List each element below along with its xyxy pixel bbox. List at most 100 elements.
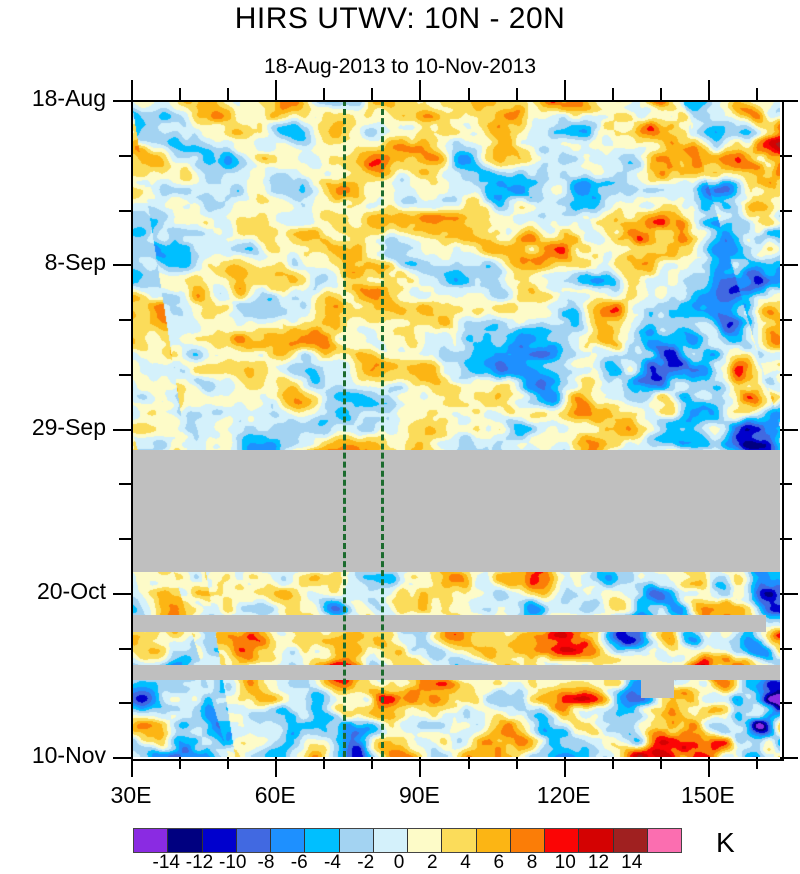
y-axis-tick-right	[780, 592, 798, 595]
y-axis-tick-right	[780, 647, 792, 650]
y-axis-tick	[119, 538, 131, 540]
missing-data-band	[131, 449, 780, 573]
x-axis-tick	[179, 757, 182, 769]
colorbar-segment	[270, 829, 305, 852]
y-axis-label: 10-Nov	[31, 742, 106, 768]
y-axis-tick	[113, 428, 131, 431]
y-axis-tick-right	[780, 538, 792, 540]
x-axis-tick-top	[467, 88, 470, 100]
colorbar-tick-label: -8	[257, 852, 275, 873]
colorbar-segment	[612, 829, 647, 852]
y-axis-label: 8-Sep	[44, 249, 106, 276]
colorbar-tick-label: 14	[621, 852, 643, 873]
y-axis-tick	[119, 373, 131, 376]
hovmoller-plot-area	[131, 100, 780, 757]
missing-data-band	[640, 680, 675, 698]
y-axis-label: 29-Sep	[31, 413, 106, 440]
page-title: HIRS UTWV: 10N - 20N	[234, 2, 566, 35]
reference-line	[342, 100, 346, 757]
colorbar-segment	[338, 829, 373, 852]
colorbar-tick-label: 4	[460, 852, 471, 873]
y-axis-tick-right	[780, 428, 798, 431]
colorbar-segment	[134, 829, 168, 852]
x-axis-tick	[371, 757, 374, 769]
contour-field	[131, 100, 780, 757]
y-axis-tick	[119, 647, 131, 650]
y-axis-tick	[113, 592, 131, 595]
x-axis-tick	[323, 757, 326, 769]
x-axis-tick-top	[707, 80, 710, 100]
y-axis-tick	[119, 319, 131, 321]
colorbar-segment	[372, 829, 407, 852]
x-axis-tick-top	[659, 88, 662, 100]
x-axis-label: 60E	[254, 782, 296, 808]
colorbar-segment	[509, 829, 544, 852]
x-axis-tick	[515, 757, 518, 769]
x-axis-tick-top	[371, 88, 374, 100]
x-axis-tick-top	[563, 80, 566, 100]
x-axis-tick	[659, 757, 662, 769]
missing-data-band	[131, 664, 780, 681]
colorbar-segment	[475, 829, 510, 852]
x-axis-tick-top	[179, 88, 182, 100]
y-axis-tick-right	[780, 483, 792, 486]
y-axis-tick-right	[780, 264, 798, 267]
x-axis-tick-top	[227, 88, 230, 100]
y-axis-tick	[113, 264, 131, 267]
x-axis-tick	[755, 757, 758, 769]
y-axis-tick	[113, 100, 131, 102]
y-axis-tick-right	[780, 100, 798, 102]
colorbar-segment	[304, 829, 339, 852]
y-axis-tick-right	[780, 373, 792, 376]
colorbar-tick-label: -4	[324, 852, 341, 873]
x-axis-tick-top	[323, 88, 326, 100]
y-axis-tick	[119, 209, 131, 212]
y-axis-tick	[119, 154, 131, 157]
x-axis-tick	[131, 757, 133, 777]
y-axis-tick	[113, 757, 131, 759]
x-axis-tick	[611, 757, 614, 769]
missing-data-band	[131, 614, 766, 632]
x-axis-tick-top	[275, 80, 278, 100]
colorbar-tick-label: -14	[152, 852, 180, 873]
colorbar-segment	[407, 829, 442, 852]
colorbar-segment	[167, 829, 202, 852]
x-axis-tick-top	[131, 80, 133, 100]
colorbar-tick-label: -12	[185, 852, 214, 873]
x-axis-tick	[419, 757, 422, 777]
y-axis-label: 18-Aug	[31, 85, 106, 111]
colorbar-tick-label: -6	[290, 852, 308, 873]
x-axis-tick	[467, 757, 470, 769]
page-subtitle: 18-Aug-2013 to 10-Nov-2013	[263, 55, 536, 78]
colorbar	[133, 828, 682, 853]
x-axis-tick-top	[419, 80, 422, 100]
colorbar-segment	[646, 829, 681, 852]
x-axis-tick-top	[755, 88, 758, 100]
x-axis-tick	[707, 757, 710, 777]
colorbar-unit-label: K	[716, 827, 735, 858]
colorbar-segment	[441, 829, 476, 852]
y-axis-tick-right	[780, 757, 798, 759]
colorbar-segment	[235, 829, 270, 852]
colorbar-tick-label: 0	[393, 852, 405, 873]
x-axis-tick	[563, 757, 566, 777]
x-axis-tick-top	[611, 88, 614, 100]
y-axis-tick-right	[780, 702, 792, 705]
x-axis-tick	[227, 757, 230, 769]
x-axis-label: 120E	[536, 782, 591, 808]
x-axis-label: 150E	[681, 782, 735, 808]
colorbar-segment	[201, 829, 236, 852]
x-axis-label: 90E	[398, 782, 440, 808]
y-axis-label: 20-Oct	[36, 577, 106, 604]
colorbar-tick-label: -2	[357, 852, 375, 873]
colorbar-tick-label: 2	[426, 852, 438, 873]
x-axis-tick	[275, 757, 278, 777]
colorbar-segment	[578, 829, 613, 852]
y-axis-tick	[119, 702, 131, 705]
colorbar-segment	[544, 829, 579, 852]
colorbar-tick-label: 6	[493, 852, 505, 873]
reference-line	[380, 100, 384, 757]
x-axis-label: 30E	[110, 782, 152, 808]
colorbar-tick-label: 8	[526, 852, 538, 873]
y-axis-tick-right	[780, 154, 792, 157]
